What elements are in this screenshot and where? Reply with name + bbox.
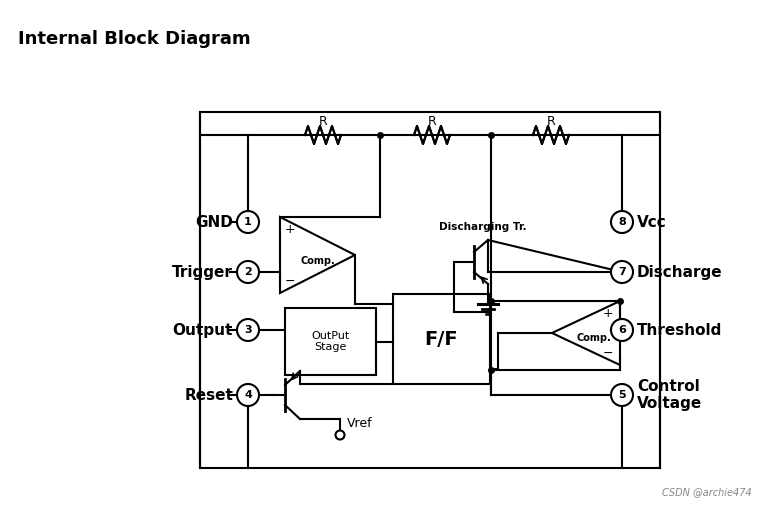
- Text: −: −: [285, 274, 295, 288]
- Text: +: +: [285, 222, 296, 236]
- Text: Vcc: Vcc: [637, 215, 667, 229]
- Text: F/F: F/F: [425, 330, 459, 349]
- Text: Discharging Tr.: Discharging Tr.: [439, 222, 527, 232]
- Text: 7: 7: [618, 267, 626, 277]
- Circle shape: [611, 261, 633, 283]
- Polygon shape: [552, 301, 620, 365]
- Bar: [393, 294, 490, 384]
- Text: CSDN @archie474: CSDN @archie474: [662, 487, 752, 497]
- Text: R: R: [547, 114, 555, 128]
- Text: 5: 5: [618, 390, 626, 400]
- Text: 2: 2: [244, 267, 252, 277]
- Circle shape: [237, 384, 259, 406]
- Circle shape: [611, 319, 633, 341]
- Text: +: +: [603, 307, 613, 319]
- Text: GND: GND: [195, 215, 233, 229]
- Text: −: −: [603, 346, 613, 360]
- Text: Vref: Vref: [347, 416, 373, 430]
- Text: Internal Block Diagram: Internal Block Diagram: [18, 30, 251, 48]
- Circle shape: [237, 319, 259, 341]
- Text: 1: 1: [244, 217, 252, 227]
- Bar: [200, 112, 660, 468]
- Text: R: R: [319, 114, 327, 128]
- Circle shape: [336, 430, 344, 439]
- Text: 4: 4: [244, 390, 252, 400]
- Text: 8: 8: [618, 217, 626, 227]
- Text: Discharge: Discharge: [637, 265, 723, 280]
- Text: 6: 6: [618, 325, 626, 335]
- Text: Reset: Reset: [185, 387, 233, 403]
- Text: Comp.: Comp.: [300, 256, 335, 266]
- Text: Threshold: Threshold: [637, 322, 723, 337]
- Circle shape: [237, 261, 259, 283]
- Text: R: R: [428, 114, 436, 128]
- Polygon shape: [280, 217, 355, 293]
- Bar: [285, 308, 376, 375]
- Circle shape: [611, 384, 633, 406]
- Text: Control
Voltage: Control Voltage: [637, 379, 703, 411]
- Text: Output: Output: [173, 322, 233, 337]
- Text: Comp.: Comp.: [577, 333, 611, 343]
- Circle shape: [237, 211, 259, 233]
- Circle shape: [611, 211, 633, 233]
- Text: Trigger: Trigger: [172, 265, 233, 280]
- Text: OutPut
Stage: OutPut Stage: [311, 331, 350, 352]
- Text: 3: 3: [244, 325, 252, 335]
